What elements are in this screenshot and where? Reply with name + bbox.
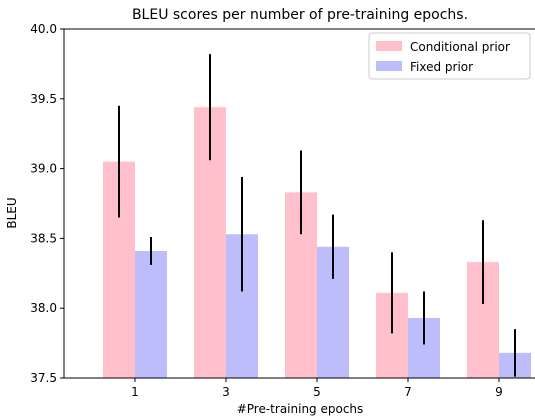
x-axis-label: #Pre-training epochs [237,402,364,416]
x-tick-label: 1 [131,385,139,399]
y-tick-label: 38.0 [30,301,57,315]
chart-title: BLEU scores per number of pre-training e… [132,7,468,23]
y-tick-label: 40.0 [30,22,57,36]
plot-frame [63,28,535,379]
legend-box [368,32,531,80]
y-tick-label: 39.5 [30,92,57,106]
legend-label: Fixed prior [410,60,473,74]
y-tick-label: 38.5 [30,231,57,245]
y-tick-label: 39.0 [30,162,57,176]
x-tick-label: 3 [222,385,230,399]
y-tick-label: 37.5 [30,371,57,385]
x-tick-label: 5 [313,385,321,399]
x-tick-label: 9 [495,385,503,399]
legend-label: Conditional prior [410,40,510,54]
plot-area: 37.5 38.0 38.5 39.0 39.5 40.0 1 3 5 7 9 Conditional… [30,22,535,399]
bar-fixed-1 [135,250,167,378]
legend-swatch [376,61,402,71]
x-tick-label: 7 [404,385,412,399]
y-axis-label: BLEU [5,197,19,228]
legend-swatch [376,41,402,51]
